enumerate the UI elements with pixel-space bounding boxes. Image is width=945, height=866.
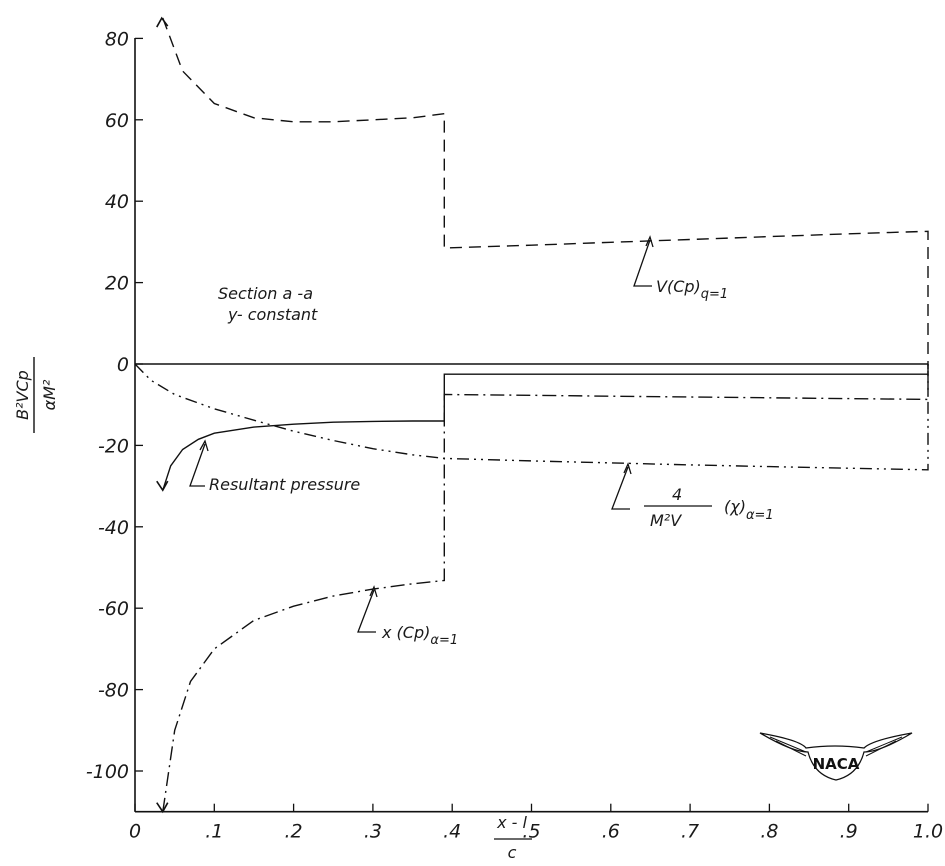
annotations-layer: Section a -a y- constant V(Cp)q=1 Result… xyxy=(13,235,913,862)
x-tick-label: .7 xyxy=(681,821,699,843)
x-tick-label: 1.0 xyxy=(913,821,943,843)
x-label-denominator: c xyxy=(508,843,517,862)
annotation-line2: y- constant xyxy=(227,305,318,324)
y-tick-label: 0 xyxy=(117,354,129,376)
v-cp-end-arrow xyxy=(156,16,169,28)
x-tick-label: .2 xyxy=(285,821,303,843)
y-tick-label: 60 xyxy=(105,110,129,132)
curves-layer xyxy=(134,16,929,814)
v-cp-label: V(Cp)q=1 xyxy=(656,277,728,302)
y-tick-label: 80 xyxy=(105,28,129,50)
chi-leader-arrow xyxy=(623,462,632,475)
x-tick-label: .9 xyxy=(840,821,858,843)
y-label-numerator: B²VCp xyxy=(13,370,32,420)
ticks-layer: 0 .1 .2 .3 .4 .5 .6 .7 .8 .9 1.0 80 60 40 20 0 -20 -40 -60… xyxy=(86,28,943,842)
x-tick-label: 0 xyxy=(129,821,141,843)
series-line-1 xyxy=(162,364,929,491)
y-tick-label: 40 xyxy=(105,191,129,213)
x-cp-leader-arrow xyxy=(369,585,378,598)
axes-layer xyxy=(134,38,928,813)
naca-logo-feathers xyxy=(769,736,903,757)
v-cp-leader xyxy=(633,239,652,287)
chi-numerator: 4 xyxy=(672,485,682,504)
x-tick-label: .5 xyxy=(522,821,540,843)
naca-logo-text: NACA xyxy=(813,755,860,773)
y-axis-label: B²VCp αM² xyxy=(13,357,59,433)
x-cp-label: x (Cp)α=1 xyxy=(381,623,458,648)
x-tick-label: .3 xyxy=(364,821,382,843)
x-tick-label: .6 xyxy=(602,821,620,843)
x-label-numerator: x - l xyxy=(496,813,527,832)
series-line-2 xyxy=(134,363,929,471)
naca-logo: NACA xyxy=(759,732,913,781)
y-tick-label: -100 xyxy=(86,761,129,783)
y-tick-label: -20 xyxy=(98,435,129,457)
v-cp-leader-arrow xyxy=(645,235,654,248)
chi-denominator: M²V xyxy=(650,511,682,530)
resultant-leader xyxy=(189,443,206,487)
resultant-label: Resultant pressure xyxy=(209,475,360,494)
y-tick-label: -80 xyxy=(98,680,129,702)
y-tick-label: 20 xyxy=(105,273,129,295)
series-line-3 xyxy=(162,364,929,812)
y-tick-label: -40 xyxy=(98,517,129,539)
x-axis-label: x - l c xyxy=(494,813,532,862)
annotation-line1: Section a -a xyxy=(218,284,313,303)
x-cp-leader xyxy=(357,589,376,633)
y-tick-label: -60 xyxy=(98,598,129,620)
y-label-denominator: αM² xyxy=(40,379,59,410)
resultant-end-arrow xyxy=(156,480,169,492)
x-tick-label: .1 xyxy=(205,821,223,843)
x-tick-label: .8 xyxy=(760,821,778,843)
chi-leader xyxy=(611,466,630,510)
x-tick-label: .4 xyxy=(443,821,461,843)
chi-label: (χ)α=1 xyxy=(724,497,774,523)
series-line-0 xyxy=(162,17,929,364)
x-cp-end-arrow xyxy=(156,802,169,814)
resultant-leader-arrow xyxy=(199,439,209,452)
